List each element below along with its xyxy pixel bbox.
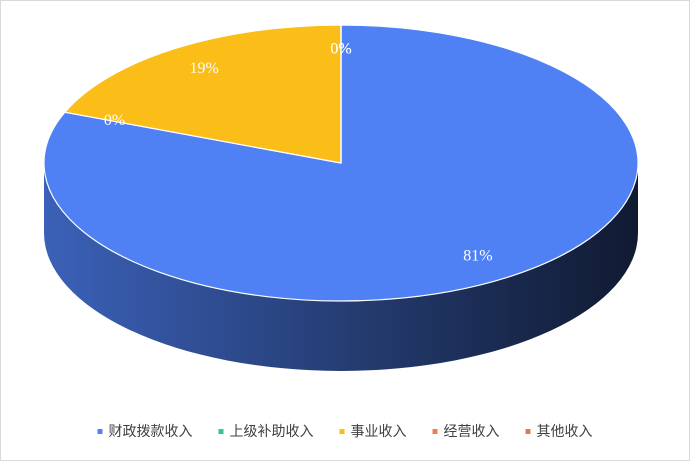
legend-label: 事业收入 [351, 424, 407, 440]
legend-swatch [218, 429, 224, 434]
legend-label: 经营收入 [444, 424, 500, 440]
legend-label: 财政拨款收入 [109, 424, 193, 440]
data-label: 0% [330, 41, 351, 58]
data-label: 81% [463, 247, 492, 264]
slice-side [44, 163, 638, 371]
legend-label: 其他收入 [537, 424, 593, 440]
legend-swatch [97, 429, 103, 434]
slice [63, 24, 342, 164]
data-label: 19% [189, 60, 218, 77]
legend-swatch [339, 429, 345, 434]
legend-swatch [525, 429, 531, 434]
data-label: 0% [104, 112, 125, 129]
legend-swatch [432, 429, 438, 434]
data-label: 0% [330, 41, 351, 58]
legend-label: 上级补助收入 [230, 424, 314, 440]
slice [43, 24, 639, 302]
